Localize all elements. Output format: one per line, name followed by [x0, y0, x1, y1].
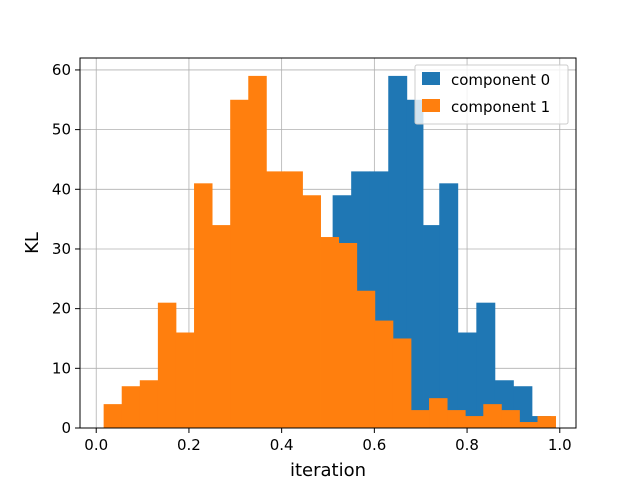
bar-component-1	[230, 99, 249, 428]
plot-frame	[79, 57, 577, 429]
bar-component-1	[266, 171, 285, 429]
x-tick-label: 1.0	[548, 436, 572, 454]
bar-component-1	[194, 183, 213, 428]
legend: component 0 component 1	[414, 64, 569, 125]
x-tick-label: 0.4	[270, 436, 294, 454]
bar-component-1	[374, 320, 394, 428]
bar-component-0	[457, 332, 477, 428]
bar-component-1	[410, 410, 430, 428]
bar-component-0	[476, 302, 496, 428]
bar-component-1	[356, 290, 376, 428]
bar-component-0	[423, 225, 440, 428]
bar-component-1	[483, 404, 502, 428]
bar-component-1	[392, 338, 412, 428]
legend-swatch-component-1	[422, 99, 440, 112]
bar-component-1	[537, 416, 557, 428]
bar-component-1	[447, 410, 466, 428]
bar-component-1	[302, 195, 321, 428]
bar-component-1	[212, 225, 231, 428]
x-tick-label: 0.0	[84, 436, 108, 454]
legend-label-component-1: component 1	[451, 98, 550, 116]
x-axis-title: iteration	[290, 460, 366, 480]
y-tick-label: 60	[52, 61, 71, 79]
bar-component-1	[248, 75, 267, 428]
bar-component-1	[501, 410, 520, 428]
bar-component-1	[519, 422, 538, 428]
y-tick-label: 30	[52, 240, 71, 258]
bar-component-1	[338, 243, 358, 428]
bars-layer	[103, 75, 557, 429]
bar-component-1	[320, 237, 340, 428]
x-tick-label: 0.2	[177, 436, 201, 454]
y-tick-label: 0	[61, 419, 71, 437]
bar-component-1	[465, 416, 484, 428]
y-tick-label: 10	[52, 359, 71, 377]
bar-component-1	[284, 171, 303, 429]
bar-component-1	[429, 398, 448, 428]
y-axis-title: KL	[22, 232, 43, 254]
y-tick-label: 40	[52, 180, 71, 198]
bar-component-1	[157, 302, 177, 428]
x-tick-label: 0.6	[362, 436, 386, 454]
bar-component-1	[175, 332, 195, 428]
legend-label-component-0: component 0	[451, 71, 550, 89]
bar-component-1	[121, 386, 141, 428]
y-tick-label: 20	[52, 300, 71, 318]
bar-component-1	[139, 380, 159, 428]
y-tick-label: 50	[52, 121, 71, 139]
legend-box	[414, 64, 569, 125]
legend-swatch-component-0	[422, 72, 440, 85]
bar-component-1	[103, 404, 123, 428]
x-tick-label: 0.8	[455, 436, 479, 454]
ticks-layer: 0.0 0.2 0.4 0.6 0.8 1.0 0 10 20 30 40 50 60	[52, 61, 572, 454]
bar-component-0	[439, 183, 459, 428]
